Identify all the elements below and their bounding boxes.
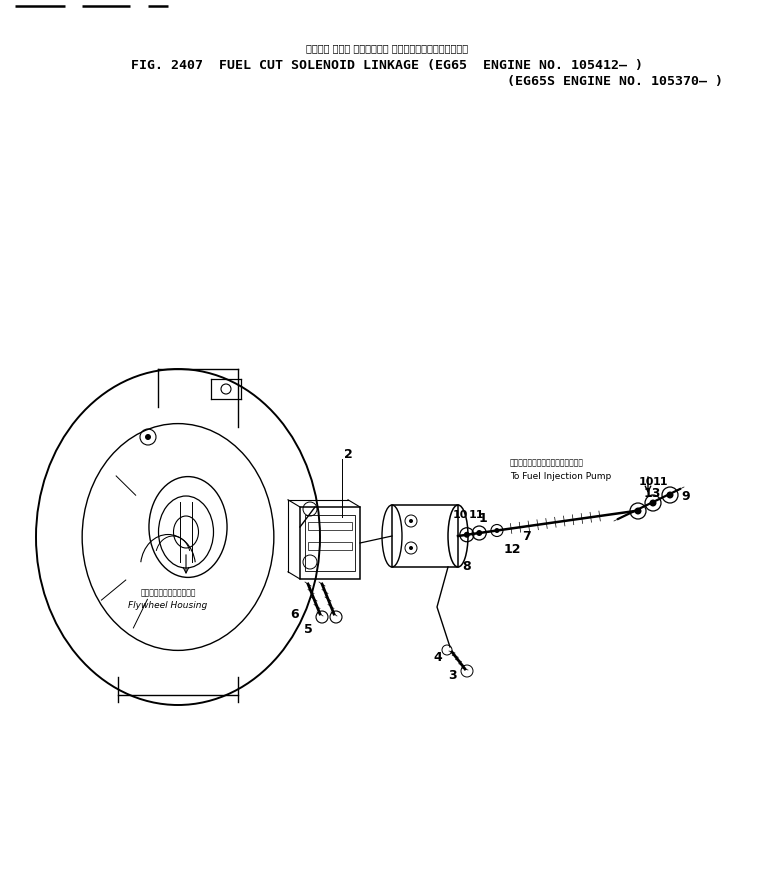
Bar (308, 543, 352, 551)
Text: 2: 2 (343, 448, 353, 461)
Bar (305, 515, 355, 572)
Text: 5: 5 (304, 623, 312, 636)
Bar (300, 507, 360, 579)
Circle shape (666, 492, 673, 499)
Circle shape (409, 520, 413, 523)
Bar (392, 506, 458, 567)
Circle shape (635, 507, 642, 515)
Text: (EG65S ENGINE NO. 105370– ): (EG65S ENGINE NO. 105370– ) (51, 76, 723, 89)
Text: FIG. 2407  FUEL CUT SOLENOID LINKAGE (EG65  ENGINE NO. 105412– ): FIG. 2407 FUEL CUT SOLENOID LINKAGE (EG6… (131, 59, 643, 71)
Text: 12: 12 (503, 543, 521, 556)
Circle shape (464, 532, 470, 538)
Text: 10: 10 (639, 477, 653, 486)
Text: 11: 11 (653, 477, 668, 486)
Text: 10: 10 (453, 509, 467, 520)
Text: フライホイールハウジング: フライホイールハウジング (140, 588, 196, 597)
Circle shape (409, 546, 413, 551)
Text: 13: 13 (643, 487, 660, 500)
Text: 3: 3 (449, 669, 457, 681)
Text: 6: 6 (291, 608, 299, 621)
Text: 4: 4 (434, 651, 443, 664)
Text: フェエル カット ソレノイド　 リンケージ　　　　適用号機: フェエル カット ソレノイド リンケージ 適用号機 (306, 43, 468, 53)
Text: 8: 8 (463, 560, 471, 572)
Text: 1: 1 (479, 512, 487, 525)
Text: 7: 7 (522, 529, 532, 543)
Circle shape (145, 435, 151, 441)
Text: To Fuel Injection Pump: To Fuel Injection Pump (510, 472, 611, 481)
Circle shape (494, 529, 499, 534)
Text: 11: 11 (468, 509, 484, 520)
Text: フェエルインジェクションポンプへ: フェエルインジェクションポンプへ (510, 458, 584, 467)
Text: Flywheel Housing: Flywheel Housing (129, 601, 208, 610)
Circle shape (649, 500, 656, 507)
Bar (308, 522, 352, 530)
Text: 9: 9 (682, 490, 691, 503)
Circle shape (477, 530, 482, 536)
